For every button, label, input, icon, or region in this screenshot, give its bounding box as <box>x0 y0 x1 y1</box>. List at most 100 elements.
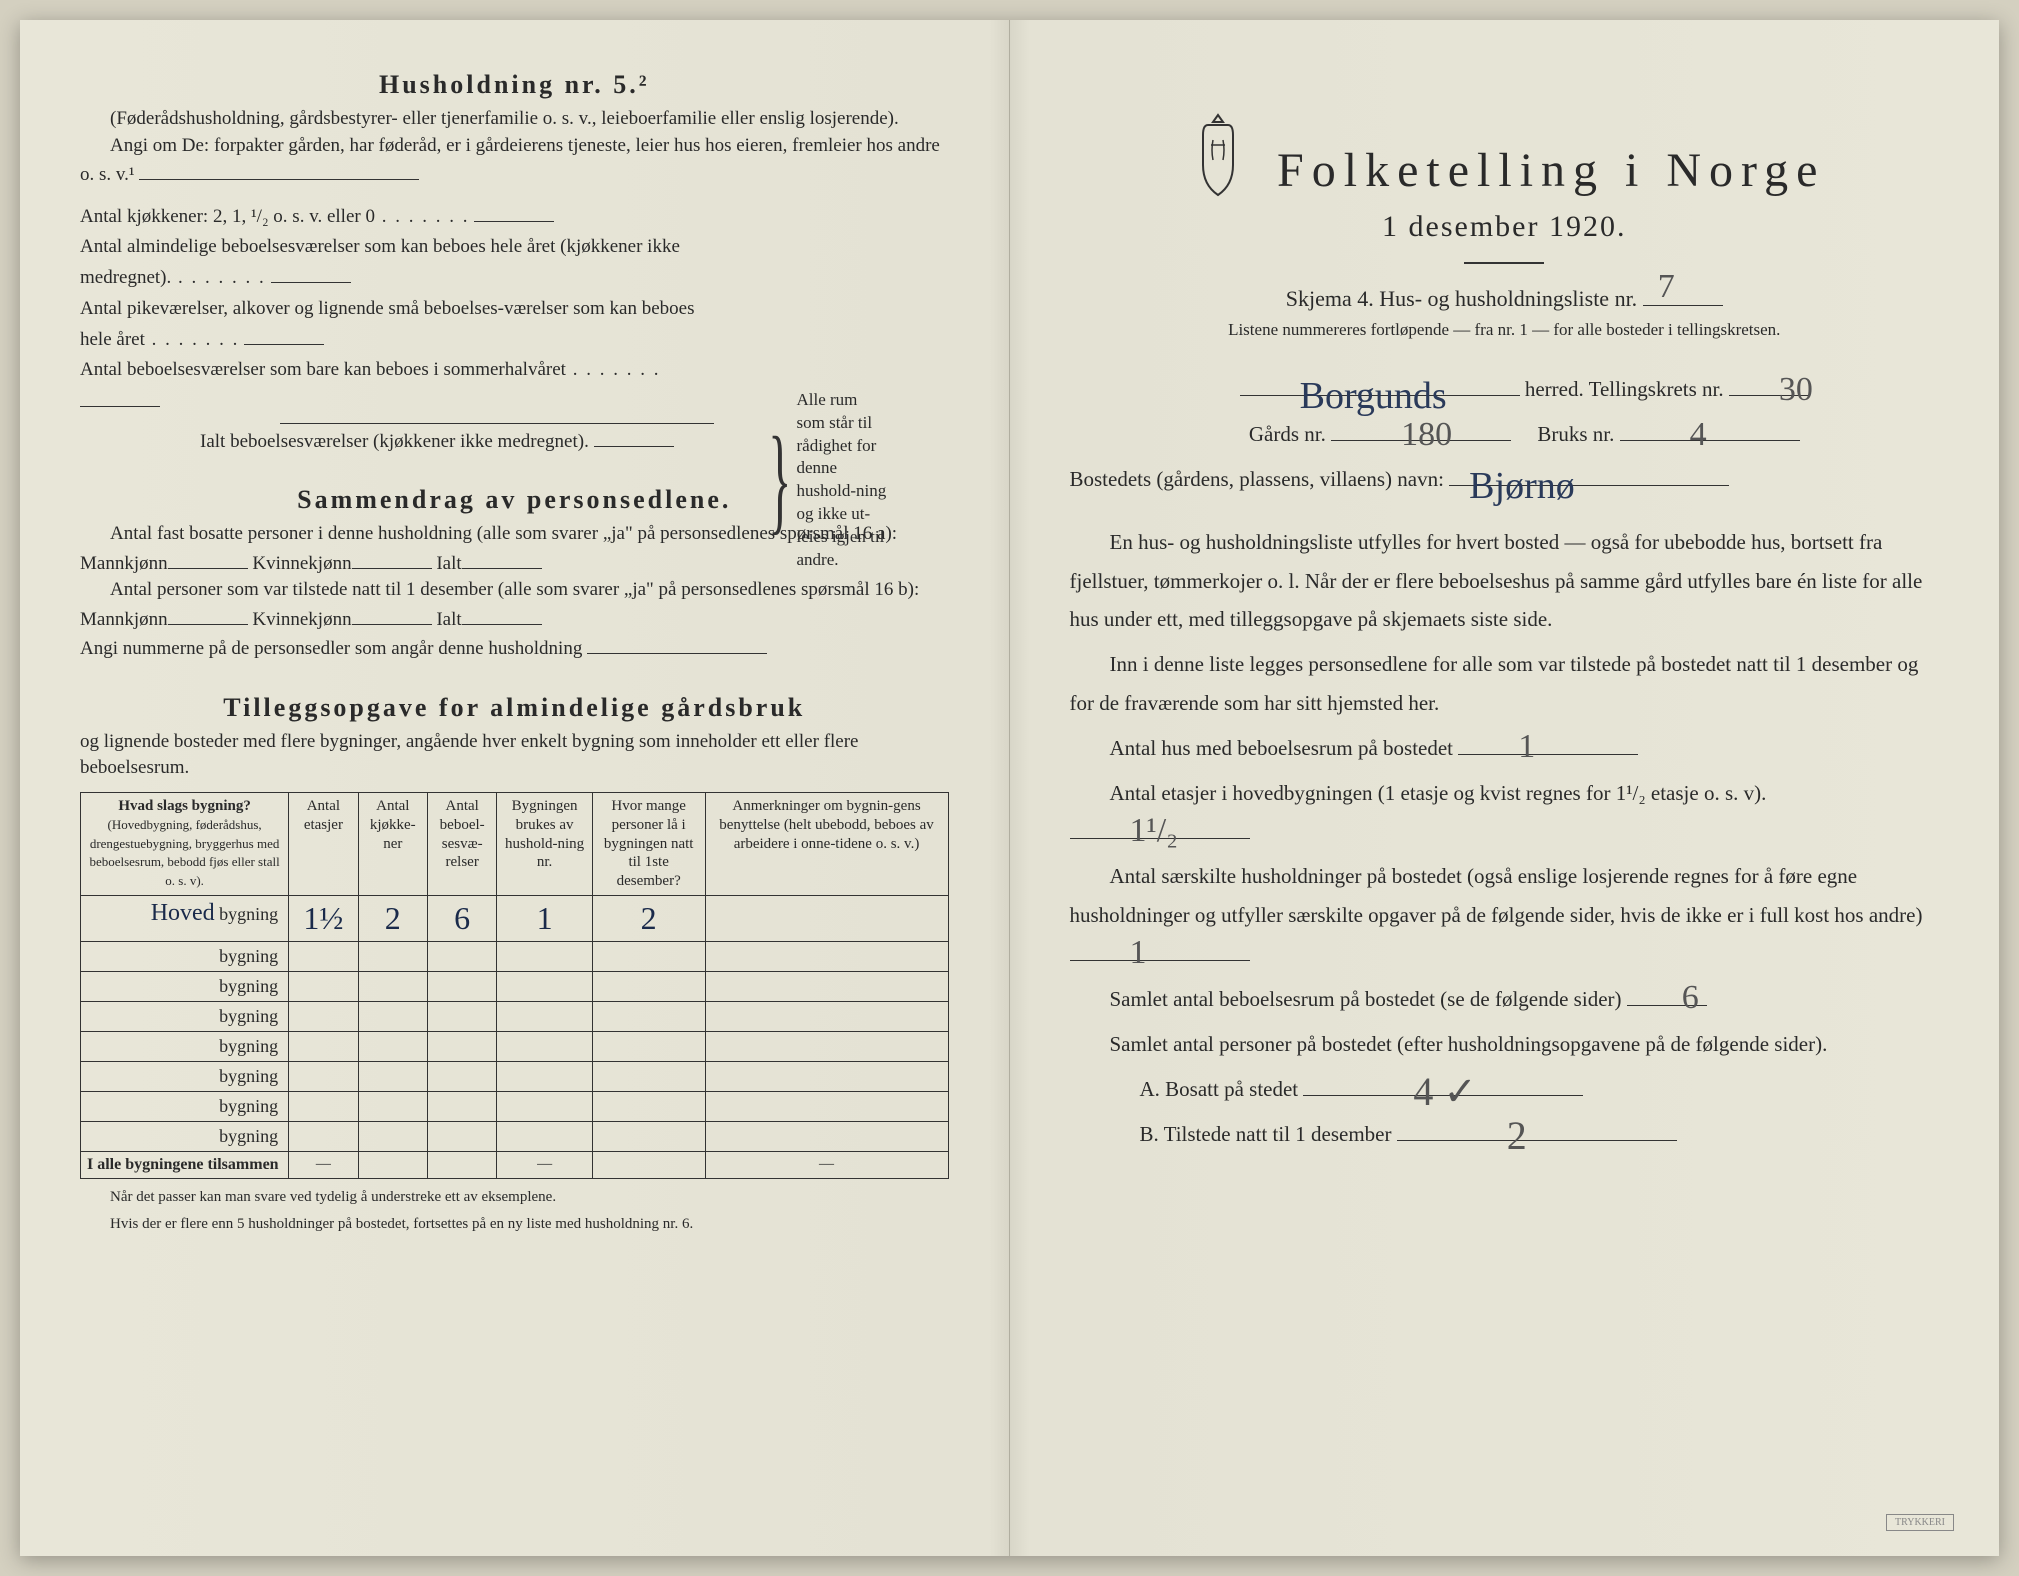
document-spread: Husholdning nr. 5.² (Føderådshusholdning… <box>20 20 1999 1556</box>
brace-icon: } <box>768 431 791 527</box>
bruks-label: Bruks nr. <box>1537 422 1614 446</box>
footnote-1: Når det passer kan man svare ved tydelig… <box>80 1189 949 1206</box>
blank-ialt <box>594 426 674 447</box>
bygning-lbl-5: bygning <box>81 1031 289 1061</box>
q1-label: Antal hus med beboelsesrum på bostedet <box>1110 736 1454 760</box>
qA-label: A. Bosatt på stedet <box>1140 1077 1299 1101</box>
blank-kvin2 <box>352 604 432 625</box>
v-1-1: 1½ <box>303 900 343 936</box>
row1-name: Hoved <box>151 900 215 926</box>
sammen-line2: Antal personer som var tilstede natt til… <box>80 577 949 633</box>
brace-text: Alle rum som står til rådighet for denne… <box>797 389 887 573</box>
skjema-label: Skjema 4. Hus- og husholdningsliste nr. <box>1286 286 1637 311</box>
blank-kvin1 <box>352 548 432 569</box>
th-etasjer: Antal etasjer <box>289 793 358 896</box>
cell-1-5: 2 <box>592 895 705 941</box>
blank-summer <box>80 386 160 407</box>
cell-1-1: 1½ <box>289 895 358 941</box>
blank-angi <box>139 159 419 180</box>
angi-num-line: Angi nummerne på de personsedler som ang… <box>80 633 949 662</box>
rooms-block: Antal kjøkkener: 2, 1, ¹/₂ o. s. v. elle… <box>80 201 714 458</box>
cell-1-2: 2 <box>358 895 427 941</box>
krets-value: 30 <box>1739 359 1813 422</box>
q3-value: 1 <box>1090 922 1147 985</box>
th-beboel: Antal beboel-sesvæ-relser <box>427 793 496 896</box>
para2: Inn i denne liste legges personsedlene f… <box>1070 645 1940 723</box>
v-1-3: 6 <box>454 900 470 936</box>
bygning-lbl-6: bygning <box>81 1061 289 1091</box>
q2-value: 1¹/₂ <box>1090 800 1179 863</box>
bygning-lbl-8: bygning <box>81 1121 289 1151</box>
q3-blank: 1 <box>1070 938 1250 961</box>
q2-blank: 1¹/₂ <box>1070 816 1250 839</box>
q2-line: Antal etasjer i hovedbygningen (1 etasje… <box>1070 774 1940 852</box>
bygning-lbl-7: bygning <box>81 1091 289 1121</box>
q1-line: Antal hus med beboelsesrum på bostedet 1 <box>1070 729 1940 768</box>
q1-blank: 1 <box>1458 732 1638 755</box>
table-row: bygning <box>81 1061 949 1091</box>
bygning-lbl-2: bygning <box>81 941 289 971</box>
bruks-blank: 4 <box>1620 418 1800 441</box>
th-anmerk: Anmerkninger om bygnin-gens benyttelse (… <box>705 793 948 896</box>
q4-line: Samlet antal beboelsesrum på bostedet (s… <box>1070 980 1940 1019</box>
q4-label: Samlet antal beboelsesrum på bostedet (s… <box>1110 987 1622 1011</box>
q3-label: Antal særskilte husholdninger på bostede… <box>1070 864 1923 927</box>
blank-anginum <box>587 633 767 654</box>
sammen-l1c: Ialt <box>436 553 461 574</box>
bosted-value: Bjørnø <box>1469 451 1575 521</box>
sammen-l1b: Kvinnekjønn <box>252 553 351 574</box>
cell-1-6 <box>705 895 948 941</box>
title-block: Folketelling i Norge <box>1070 110 1940 200</box>
tillegg-subtitle: og lignende bosteder med flere bygninger… <box>80 729 949 782</box>
tillegg-title: Tilleggsopgave for almindelige gårdsbruk <box>80 693 949 723</box>
blank-kitchens <box>474 201 554 222</box>
census-date: 1 desember 1920. <box>1070 210 1940 244</box>
blank-ialt2 <box>462 604 542 625</box>
bruks-value: 4 <box>1650 404 1707 467</box>
printer-stamp: TRYKKERI <box>1886 1514 1954 1531</box>
q5-line: Samlet antal personer på bostedet (efter… <box>1070 1025 1940 1064</box>
gards-blank: 180 <box>1331 418 1511 441</box>
bygning-lbl-4: bygning <box>81 1001 289 1031</box>
cell-name-1: Hoved bygning <box>81 895 289 941</box>
skjema-line: Skjema 4. Hus- og husholdningsliste nr. … <box>1070 282 1940 312</box>
qA-blank: 4 ✓ <box>1303 1073 1583 1096</box>
listene-note: Listene nummereres fortløpende — fra nr.… <box>1070 320 1940 340</box>
footnote-2: Hvis der er flere enn 5 husholdninger på… <box>80 1216 949 1233</box>
title-rule <box>1464 262 1544 264</box>
skjema-blank: 7 <box>1643 282 1723 306</box>
krets-blank: 30 <box>1729 373 1809 396</box>
household5-angi: Angi om De: forpakter gården, har føderå… <box>80 133 949 189</box>
household5-title: Husholdning nr. 5.² <box>80 70 949 100</box>
sum-label: I alle bygningene tilsammen <box>81 1151 289 1178</box>
table-row: bygning <box>81 1031 949 1061</box>
sammen-l2b: Kvinnekjønn <box>252 609 351 630</box>
angi-num-text: Angi nummerne på de personsedler som ang… <box>80 638 582 659</box>
cell-1-4: 1 <box>497 895 592 941</box>
th-hushold: Bygningen brukes av hushold-ning nr. <box>497 793 592 896</box>
th1-bold: Hvad slags bygning? <box>118 798 251 814</box>
blank-mann1 <box>168 548 248 569</box>
qB-line: B. Tilstede natt til 1 desember 2 <box>1070 1115 1940 1154</box>
sammen-l2c: Ialt <box>436 609 461 630</box>
bygning-lbl-1: bygning <box>219 904 278 924</box>
table-row: bygning <box>81 1001 949 1031</box>
gards-value: 180 <box>1361 404 1452 467</box>
blank-pikev <box>244 324 324 345</box>
th-personer: Hvor mange personer lå i bygningen natt … <box>592 793 705 896</box>
qB-blank: 2 <box>1397 1117 1677 1140</box>
herred-blank: Borgunds <box>1240 373 1520 396</box>
herred-label: herred. Tellingskrets nr. <box>1525 377 1724 401</box>
bygning-lbl-3: bygning <box>81 971 289 1001</box>
qB-value: 2 <box>1437 1099 1527 1173</box>
v-1-2: 2 <box>385 900 401 936</box>
table-row: bygning <box>81 971 949 1001</box>
blank-ialt1 <box>462 548 542 569</box>
table-row: Hoved bygning 1½ 2 6 1 2 <box>81 895 949 941</box>
q4-value: 6 <box>1642 967 1699 1030</box>
household5-subtitle: (Føderådshusholdning, gårdsbestyrer- ell… <box>80 106 949 133</box>
ialt-line: Ialt beboelsesværelser (kjøkkener ikke m… <box>200 431 589 452</box>
bosted-label: Bostedets (gårdens, plassens, villaens) … <box>1070 467 1444 491</box>
blank-mann2 <box>168 604 248 625</box>
skjema-value: 7 <box>1658 268 1675 306</box>
